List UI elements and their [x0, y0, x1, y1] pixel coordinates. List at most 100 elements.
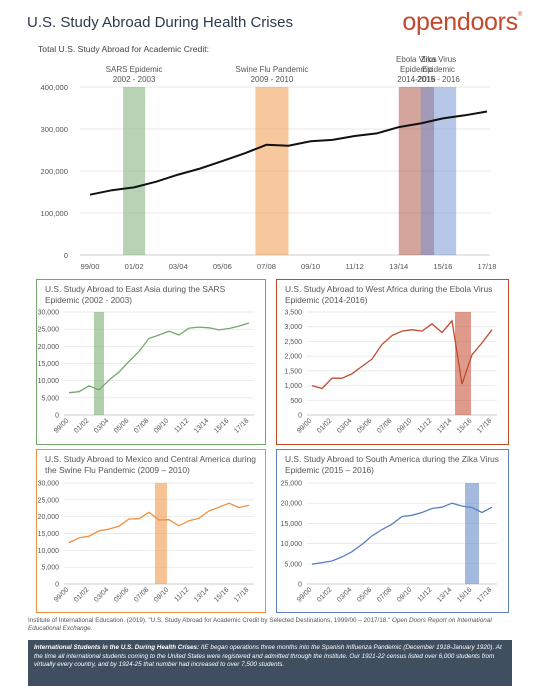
- panel-zika: U.S. Study Abroad to South America durin…: [276, 449, 509, 613]
- x-tick-label: 01/02: [125, 262, 144, 271]
- y-tick-label: 200,000: [41, 167, 68, 176]
- x-tick-label: 07/08: [257, 262, 276, 271]
- x-tick-label: 15/16: [433, 262, 452, 271]
- y-tick-label: 25,000: [38, 497, 60, 504]
- event-band: [465, 483, 479, 584]
- x-tick-label: 13/14: [193, 586, 210, 603]
- y-tick-label: 15,000: [38, 361, 60, 368]
- footer-note: International Students in the U.S. Durin…: [28, 640, 512, 686]
- x-tick-label: 13/14: [436, 586, 453, 603]
- y-tick-label: 3,000: [284, 324, 302, 331]
- y-tick-label: 15,000: [38, 531, 60, 538]
- event-label: 2015 - 2016: [417, 75, 460, 84]
- x-tick-label: 15/16: [456, 586, 473, 603]
- panel-ebola: U.S. Study Abroad to West Africa during …: [276, 279, 509, 445]
- x-tick-label: 03/04: [169, 262, 188, 271]
- y-tick-label: 15,000: [281, 521, 303, 528]
- x-tick-label: 09/10: [301, 262, 320, 271]
- opendoors-logo: opendoors®: [402, 8, 522, 37]
- x-tick-label: 99/00: [80, 262, 99, 271]
- x-tick-label: 99/00: [53, 417, 70, 434]
- event-band-0: [123, 87, 146, 255]
- y-tick-label: 10,000: [38, 548, 60, 555]
- main-series-line: [89, 110, 488, 196]
- y-tick-label: 100,000: [41, 209, 68, 218]
- event-band-1: [255, 87, 289, 255]
- x-tick-label: 13/14: [193, 417, 210, 434]
- y-tick-label: 1,500: [284, 368, 302, 375]
- y-tick-label: 300,000: [41, 125, 68, 134]
- y-tick-label: 2,500: [284, 339, 302, 346]
- event-band: [455, 312, 471, 415]
- panel-swine: U.S. Study Abroad to Mexico and Central …: [36, 449, 266, 613]
- x-tick-label: 09/10: [396, 417, 413, 434]
- x-tick-label: 17/18: [233, 417, 250, 434]
- series-line: [311, 319, 493, 390]
- y-tick-label: 2,000: [284, 354, 302, 361]
- logo-registered-mark: ®: [517, 12, 522, 18]
- x-tick-label: 13/14: [389, 262, 408, 271]
- source-citation: Institute of International Education. (2…: [28, 617, 512, 634]
- x-tick-label: 17/18: [477, 262, 496, 271]
- x-tick-label: 07/08: [376, 586, 393, 603]
- logo-text: opendoors: [402, 8, 518, 36]
- event-label: Zika Virus: [421, 55, 456, 64]
- y-tick-label: 500: [290, 398, 302, 405]
- x-tick-label: 13/14: [436, 417, 453, 434]
- series-line: [311, 502, 493, 565]
- footer-bold: International Students in the U.S. Durin…: [34, 644, 200, 651]
- panel-ebola-title: U.S. Study Abroad to West Africa during …: [285, 284, 493, 305]
- panel-sars: U.S. Study Abroad to East Asia during th…: [36, 279, 266, 445]
- x-tick-label: 07/08: [133, 586, 150, 603]
- x-tick-label: 07/08: [133, 417, 150, 434]
- event-label: Swine Flu Pandemic: [235, 65, 308, 74]
- event-label: SARS Epidemic: [106, 65, 163, 74]
- x-tick-label: 11/12: [416, 417, 433, 434]
- event-label: 2002 - 2003: [113, 75, 156, 84]
- page-title: U.S. Study Abroad During Health Crises: [27, 14, 293, 31]
- swine-chart: 0 5,000 10,000 15,000 20,000 25,000 30,000 99/0…: [38, 481, 254, 604]
- x-tick-label: 99/00: [53, 586, 70, 603]
- event-label: 2014-2016: [397, 75, 436, 84]
- panel-sars-title: U.S. Study Abroad to East Asia during th…: [45, 284, 226, 305]
- x-tick-label: 17/18: [476, 586, 493, 603]
- y-tick-label: 1,000: [284, 383, 302, 390]
- y-tick-label: 20,000: [281, 501, 303, 508]
- y-tick-label: 20,000: [38, 344, 60, 351]
- panel-swine-title: U.S. Study Abroad to Mexico and Central …: [45, 454, 256, 475]
- x-tick-label: 09/10: [396, 586, 413, 603]
- x-tick-label: 07/08: [376, 417, 393, 434]
- x-tick-label: 05/06: [113, 586, 130, 603]
- x-tick-label: 09/10: [153, 417, 170, 434]
- x-tick-label: 03/04: [93, 417, 110, 434]
- sars-chart: 0 5,000 10,000 15,000 20,000 25,000 30,000 99/0…: [38, 310, 254, 435]
- y-tick-label: 400,000: [41, 83, 68, 92]
- y-tick-label: 10,000: [281, 541, 303, 548]
- y-tick-label: 25,000: [38, 327, 60, 334]
- source-italic: Open Doors Report on International Educa…: [28, 617, 492, 633]
- event-band: [94, 312, 104, 415]
- y-tick-label: 5,000: [41, 395, 59, 402]
- x-tick-label: 03/04: [93, 586, 110, 603]
- x-tick-label: 03/04: [336, 586, 353, 603]
- event-label: Epidemic: [422, 65, 455, 74]
- x-tick-label: 99/00: [296, 417, 313, 434]
- x-tick-label: 11/12: [416, 586, 433, 603]
- event-label: Ebola Virus: [396, 55, 437, 64]
- x-tick-label: 01/02: [73, 417, 90, 434]
- x-tick-label: 01/02: [73, 586, 90, 603]
- y-tick-label: 25,000: [281, 481, 303, 488]
- x-tick-label: 17/18: [233, 586, 250, 603]
- y-tick-label: 30,000: [38, 481, 60, 488]
- x-tick-label: 15/16: [456, 417, 473, 434]
- x-tick-label: 15/16: [213, 586, 230, 603]
- y-tick-label: 5,000: [284, 561, 302, 568]
- y-tick-label: 0: [64, 251, 68, 260]
- x-tick-label: 11/12: [173, 417, 190, 434]
- x-tick-label: 01/02: [316, 417, 333, 434]
- event-label: 2009 - 2010: [251, 75, 294, 84]
- x-tick-label: 09/10: [153, 586, 170, 603]
- x-tick-label: 01/02: [316, 586, 333, 603]
- x-tick-label: 05/06: [356, 586, 373, 603]
- event-band-3: [420, 87, 457, 255]
